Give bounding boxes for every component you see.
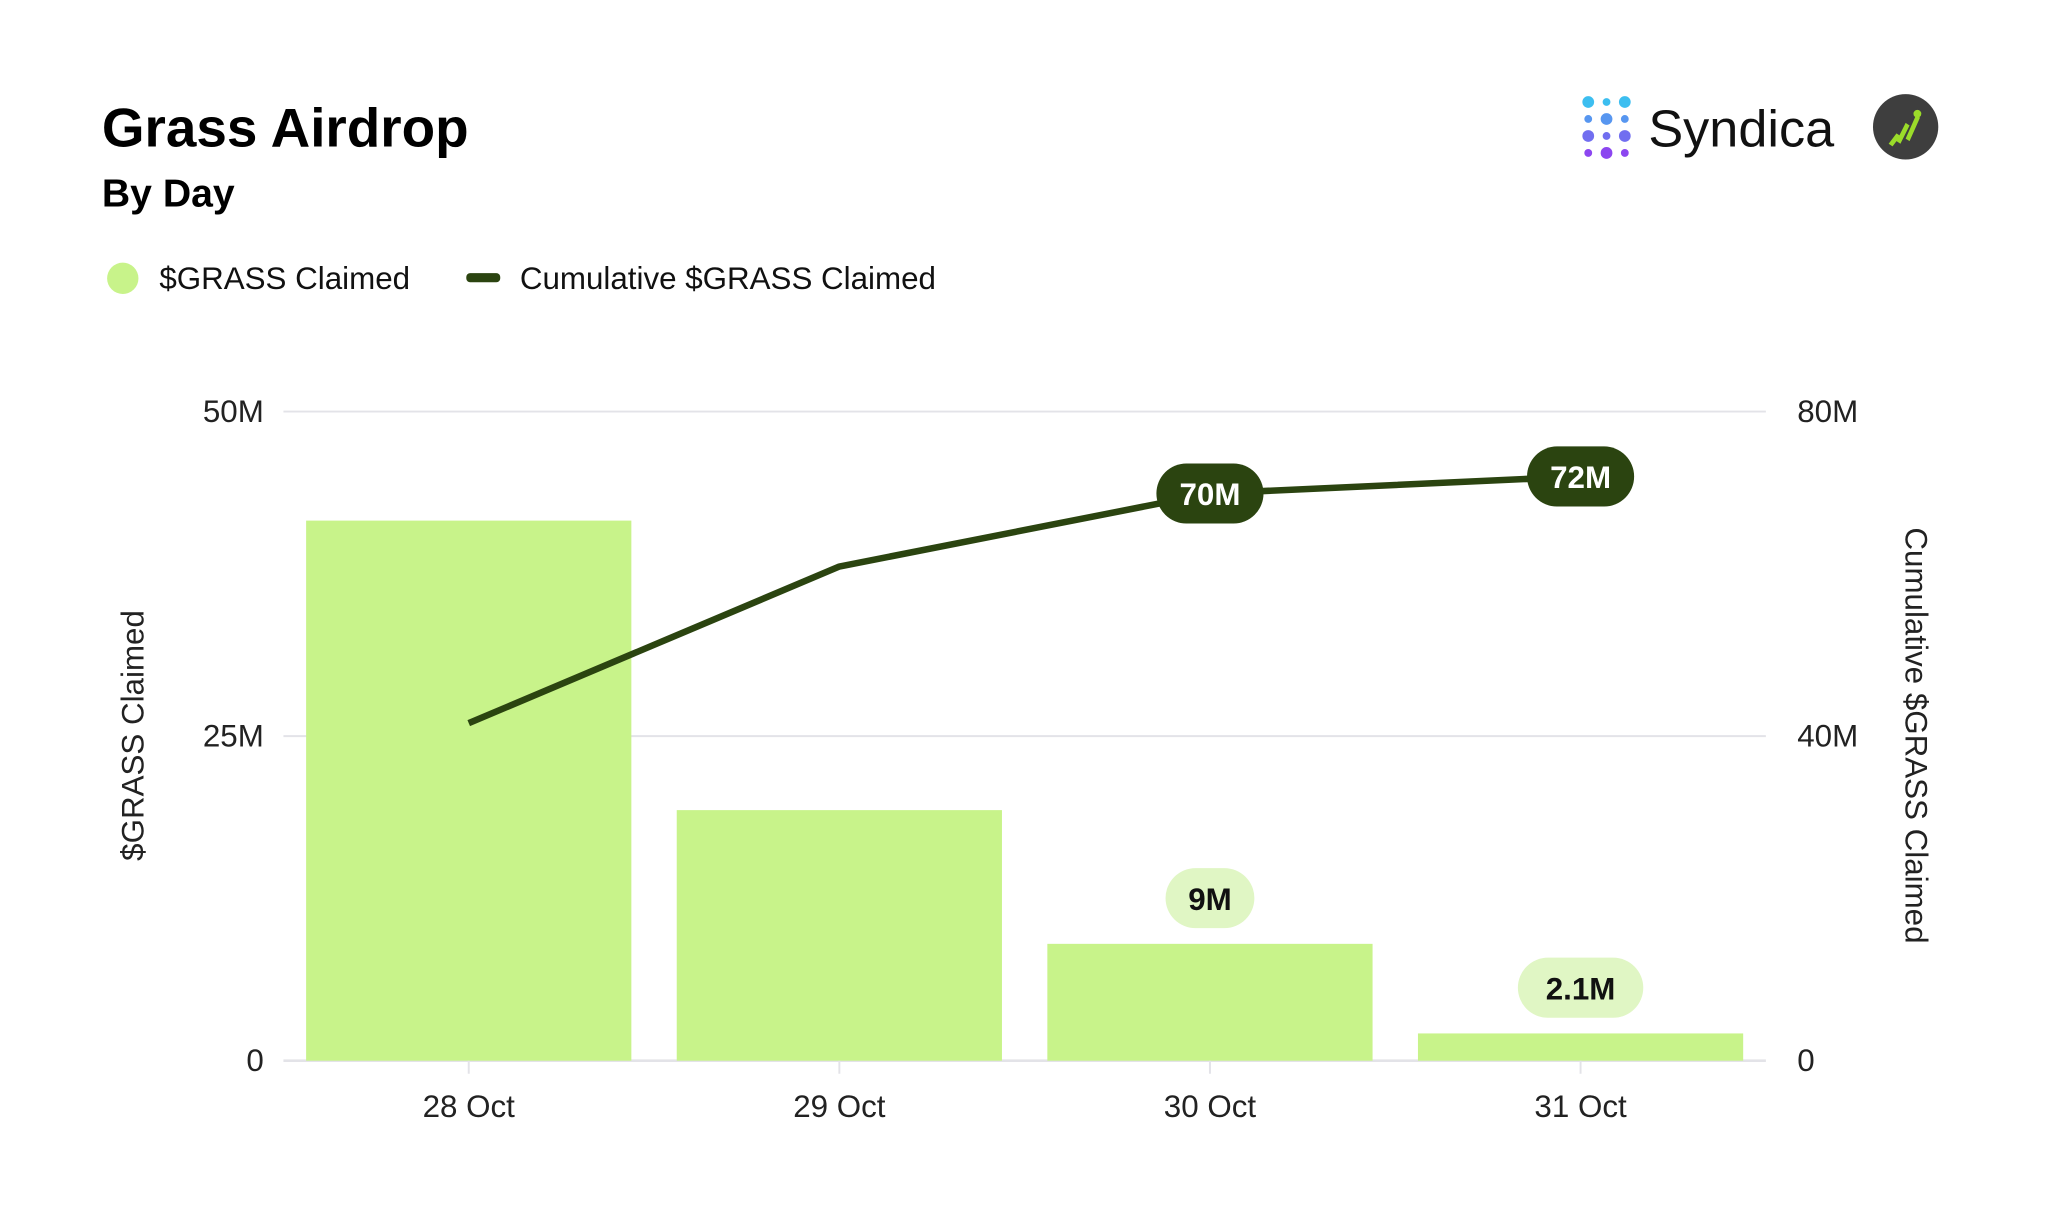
chart-title: Grass Airdrop <box>102 96 469 158</box>
legend-bar-label: $GRASS Claimed <box>159 261 410 296</box>
data-label-bg <box>1165 868 1255 929</box>
y-tick-label: 25M <box>203 719 264 754</box>
data-label-bg <box>1527 446 1635 507</box>
bars <box>306 520 1744 1061</box>
x-tick-label: 30 Oct <box>1164 1089 1257 1124</box>
logo-dot <box>1582 130 1595 142</box>
x-tick-label: 28 Oct <box>423 1089 516 1124</box>
y2-tick-label: 80M <box>1797 394 1858 429</box>
bar-28-oct <box>306 520 632 1061</box>
legend-line-swatch <box>466 273 501 283</box>
logo-dot <box>1584 149 1593 157</box>
data-label: 2.1M <box>1546 971 1616 1006</box>
legend-bar-swatch <box>107 262 139 294</box>
bar-30-oct <box>1047 943 1373 1061</box>
logo-dot <box>1620 115 1629 123</box>
syndica-mark-icon <box>1582 96 1631 159</box>
data-label: 72M <box>1550 460 1611 495</box>
cumulative-line <box>467 473 1581 727</box>
cumulative-line-path <box>467 473 1581 727</box>
axes: $GRASS Claimed Cumulative $GRASS Claimed… <box>116 394 1934 1124</box>
legend-line-label: Cumulative $GRASS Claimed <box>520 261 936 296</box>
legend: $GRASS Claimed Cumulative $GRASS Claimed <box>107 261 936 296</box>
chart-subtitle: By Day <box>102 172 235 215</box>
data-labels: 70M 72M 9M 2.1M <box>1156 446 1644 1018</box>
x-tick-label: 31 Oct <box>1534 1089 1627 1124</box>
bar-29-oct <box>676 810 1002 1061</box>
logo-dot <box>1602 98 1611 106</box>
logo-dot <box>1600 147 1613 159</box>
y2-axis-label: Cumulative $GRASS Claimed <box>1899 527 1934 943</box>
y2-tick-label: 40M <box>1797 719 1858 754</box>
logo-dot <box>1602 132 1611 140</box>
y-tick-label: 0 <box>246 1043 263 1078</box>
data-label-bg <box>1156 463 1264 524</box>
logo-dot <box>1584 115 1593 123</box>
logo-dot <box>1618 96 1631 108</box>
logo-dot <box>1600 113 1613 125</box>
brand-name: Syndica <box>1648 100 1835 158</box>
data-label-bg <box>1517 957 1644 1018</box>
data-label: 70M <box>1179 477 1240 512</box>
grass-logo-icon <box>1872 94 1939 160</box>
bar-31-oct <box>1417 1033 1744 1061</box>
logo-dot <box>1582 96 1595 108</box>
y2-tick-label: 0 <box>1797 1043 1814 1078</box>
logo-dot <box>1618 130 1631 142</box>
syndica-logo: Syndica <box>1582 96 1835 159</box>
data-label: 9M <box>1188 882 1232 917</box>
x-tick-label: 29 Oct <box>793 1089 886 1124</box>
logo-dot <box>1620 149 1629 157</box>
y-axis-label: $GRASS Claimed <box>116 610 151 861</box>
y-tick-label: 50M <box>203 394 264 429</box>
